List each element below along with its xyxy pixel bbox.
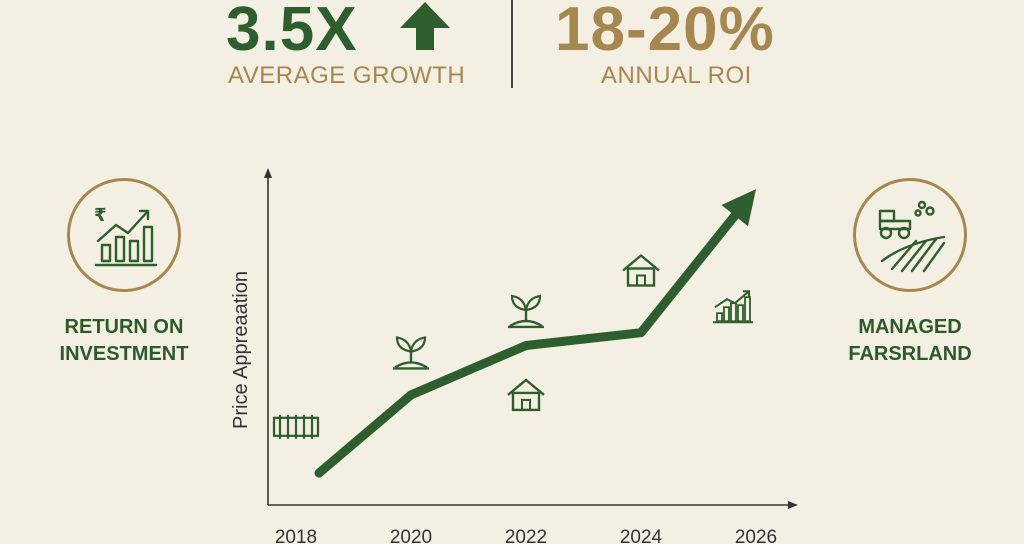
roi-value: 18-20% xyxy=(555,0,775,64)
roi-badge-label-line1: RETURN ON xyxy=(64,316,184,338)
x-tick-label: 2024 xyxy=(620,527,663,544)
house-icon xyxy=(507,378,545,412)
fence-icon xyxy=(272,414,320,439)
roi-badge-label-line2: INVESTMENT xyxy=(59,343,189,365)
x-tick-label: 2018 xyxy=(275,527,317,544)
roi-label: ANNUAL ROI xyxy=(601,62,752,89)
farmland-badge xyxy=(853,178,967,292)
svg-text:₹: ₹ xyxy=(94,205,107,226)
sprout-icon xyxy=(393,336,429,370)
house-icon xyxy=(622,254,660,287)
farmland-badge-label-line1: MANAGED xyxy=(858,316,962,338)
y-axis-arrow xyxy=(264,168,272,178)
sprout-icon xyxy=(508,294,544,329)
series-line xyxy=(314,197,751,478)
tractor-field-icon xyxy=(878,200,946,273)
x-tick-label: 2020 xyxy=(390,527,432,544)
growth-bars-icon xyxy=(713,290,753,324)
y-axis-label: Price Appreaation xyxy=(230,271,252,429)
x-axis-arrow xyxy=(788,501,798,509)
up-arrow-icon xyxy=(400,2,450,50)
growth-label: AVERAGE GROWTH xyxy=(228,62,466,89)
x-tick-label: 2022 xyxy=(505,527,547,544)
roi-badge-label: RETURN ON INVESTMENT xyxy=(44,314,204,368)
x-tick-label: 2026 xyxy=(735,527,777,544)
farmland-badge-label: MANAGED FARSRLAND xyxy=(830,314,990,368)
rupee-growth-icon: ₹ xyxy=(94,205,158,267)
stat-divider xyxy=(511,0,513,88)
series-arrowhead xyxy=(721,189,756,227)
farmland-badge-label-line2: FARSRLAND xyxy=(848,343,972,365)
growth-value: 3.5X xyxy=(226,0,358,64)
roi-badge: ₹ xyxy=(67,178,181,292)
